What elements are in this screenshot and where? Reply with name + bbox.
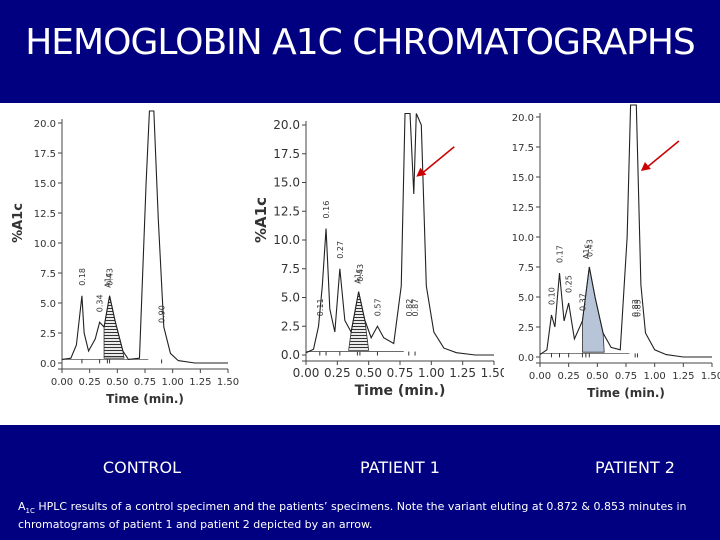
x-tick-label: 1.50 <box>217 377 239 388</box>
variant-arrow-head <box>416 167 427 177</box>
y-tick-label: 17.5 <box>34 149 56 160</box>
y-tick-label: 15.0 <box>273 176 300 190</box>
peak-label: 0.90 <box>158 305 167 323</box>
y-tick-label: 17.5 <box>273 147 300 161</box>
x-tick-label: 1.50 <box>701 371 720 382</box>
chart-panel-control: 0.0 2.5 5.0 7.5 10.0 12.5 15.0 17.5 20.0 0.00 0.25… <box>0 103 244 425</box>
y-tick-label: 15.0 <box>512 173 534 184</box>
y-tick-label: 7.5 <box>518 263 534 274</box>
y-tick-label: 0.0 <box>281 348 300 362</box>
chromatogram-trace <box>305 112 494 356</box>
peak-label: A1c <box>582 244 591 259</box>
y-tick-label: 5.0 <box>40 299 56 310</box>
caption-prefix-sub: 1C <box>25 507 35 516</box>
slide-title: HEMOGLOBIN A1C CHROMATOGRAPHS <box>25 22 696 63</box>
y-axis-label: %A1c <box>11 203 26 243</box>
peak-label: 0.85 <box>633 299 642 317</box>
y-tick-label: 2.5 <box>40 329 56 340</box>
x-axis-label: Time (min.) <box>355 383 446 399</box>
x-tick-label: 1.50 <box>481 366 504 380</box>
peak-label: 0.83 <box>631 299 640 317</box>
x-tick-label: 0.50 <box>355 366 382 380</box>
peak-label: 0.27 <box>336 241 345 259</box>
chart-patient1: 0.0 2.5 5.0 7.5 10.0 12.5 15.0 17.5 20.0 0.00 0.25… <box>252 112 504 399</box>
peak-label: A1c <box>353 269 362 284</box>
peak-label: 0.25 <box>565 275 574 293</box>
chromatogram-trace <box>61 110 228 364</box>
y-tick-label: 0.0 <box>40 359 56 370</box>
y-tick-label: 20.0 <box>34 119 56 130</box>
caption-prefix: A <box>18 500 26 513</box>
x-tick-label: 1.25 <box>672 371 694 382</box>
y-tick-label: 17.5 <box>512 143 534 154</box>
x-tick-label: 0.50 <box>586 371 608 382</box>
label-patient1: PATIENT 1 <box>360 458 440 477</box>
y-tick-label: 10.0 <box>273 233 300 247</box>
x-tick-label: 1.25 <box>449 366 476 380</box>
peak-label: 0.57 <box>373 298 382 316</box>
y-tick-label: 7.5 <box>40 269 56 280</box>
chart-patient2: 0.0 2.5 5.0 7.5 10.0 12.5 15.0 17.5 20.0 0.00 0.25… <box>512 104 720 400</box>
peak-label: A1c <box>103 273 112 288</box>
peak-label: 0.43 <box>356 264 365 282</box>
label-control: CONTROL <box>102 458 182 477</box>
variant-arrow-head <box>640 162 651 171</box>
y-tick-label: 5.0 <box>518 293 534 304</box>
chart-control: 0.0 2.5 5.0 7.5 10.0 12.5 15.0 17.5 20.0 0.00 0.25… <box>11 110 239 406</box>
peak-label: 0.10 <box>547 287 556 305</box>
x-tick-label: 0.00 <box>529 371 551 382</box>
peak-label: 0.82 <box>405 299 414 317</box>
y-tick-label: 2.5 <box>281 319 300 333</box>
y-tick-label: 2.5 <box>518 323 534 334</box>
a1c-peak-area <box>103 295 125 359</box>
peak-label: 0.18 <box>78 268 87 286</box>
x-tick-label: 0.75 <box>615 371 637 382</box>
figure-caption: A1C HPLC results of a control specimen a… <box>18 500 708 531</box>
peak-label: 0.37 <box>578 293 587 311</box>
y-tick-label: 0.0 <box>518 353 534 364</box>
chromatogram-trace <box>539 104 712 358</box>
variant-arrow <box>644 140 680 170</box>
y-tick-label: 5.0 <box>281 291 300 305</box>
y-tick-label: 10.0 <box>512 233 534 244</box>
y-tick-label: 20.0 <box>512 113 534 124</box>
peak-label: 0.17 <box>555 245 564 263</box>
x-tick-label: 0.00 <box>293 366 320 380</box>
label-patient2: PATIENT 2 <box>595 458 675 477</box>
x-axis-label: Time (min.) <box>106 392 184 406</box>
peak-label: 0.11 <box>316 298 325 316</box>
x-tick-label: 1.00 <box>644 371 666 382</box>
y-axis-label: %A1c <box>252 197 270 243</box>
y-tick-label: 7.5 <box>281 262 300 276</box>
chart-panel-patient2: 0.0 2.5 5.0 7.5 10.0 12.5 15.0 17.5 20.0 0.00 0.25… <box>504 103 720 425</box>
y-tick-label: 12.5 <box>34 209 56 220</box>
x-tick-label: 0.00 <box>51 377 73 388</box>
x-tick-label: 1.25 <box>189 377 211 388</box>
y-tick-label: 10.0 <box>34 239 56 250</box>
x-tick-label: 0.25 <box>558 371 580 382</box>
peak-label: 0.87 <box>411 299 420 317</box>
y-tick-label: 20.0 <box>273 118 300 132</box>
x-tick-label: 0.25 <box>324 366 351 380</box>
y-tick-label: 12.5 <box>512 203 534 214</box>
peak-label: 0.16 <box>322 201 331 219</box>
x-tick-label: 1.00 <box>162 377 184 388</box>
y-tick-label: 12.5 <box>273 204 300 218</box>
chart-panel-patient1: 0.0 2.5 5.0 7.5 10.0 12.5 15.0 17.5 20.0 0.00 0.25… <box>244 103 504 425</box>
y-tick-label: 15.0 <box>34 179 56 190</box>
variant-arrow <box>419 146 455 176</box>
peak-label: 0.43 <box>585 239 594 257</box>
peak-label: 0.43 <box>106 268 115 286</box>
x-tick-label: 0.75 <box>387 366 414 380</box>
x-tick-label: 0.25 <box>79 377 101 388</box>
x-tick-label: 0.50 <box>106 377 128 388</box>
x-tick-label: 0.75 <box>134 377 156 388</box>
x-tick-label: 1.00 <box>418 366 445 380</box>
peak-label: 0.34 <box>96 294 105 312</box>
x-axis-label: Time (min.) <box>587 386 665 400</box>
caption-text: HPLC results of a control specimen and t… <box>18 500 687 532</box>
